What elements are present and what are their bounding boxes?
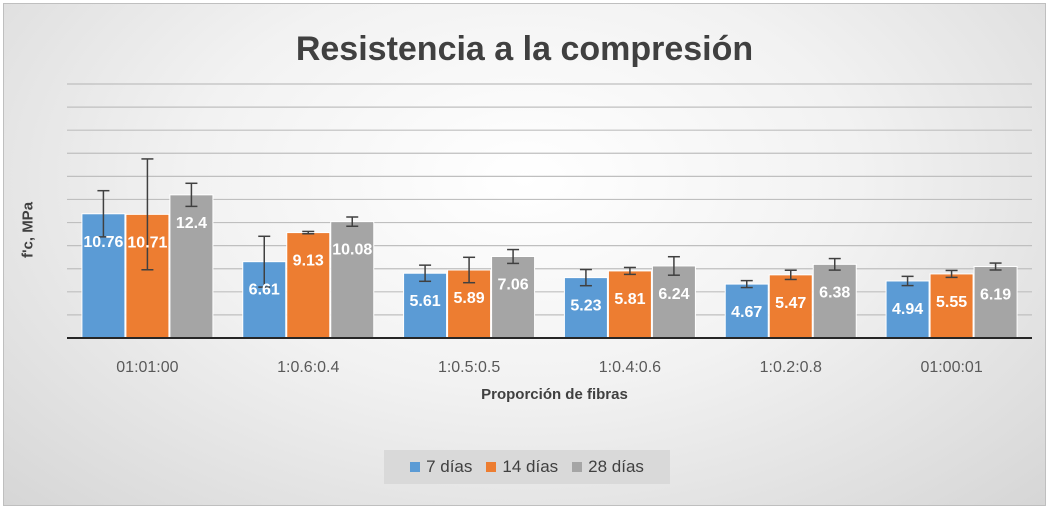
legend-label-7-dias: 7 días <box>426 457 473 476</box>
x-tick-label: 1:0.2:0.8 <box>760 359 822 376</box>
bar-7-d-as-6 <box>885 280 930 339</box>
x-tick-label: 01:01:00 <box>116 359 178 376</box>
x-tick-label: 1:0.6:0.4 <box>277 359 339 376</box>
legend-label-14-dias: 14 días <box>502 457 559 476</box>
data-label-28-d-as-1: 12.4 <box>176 215 207 232</box>
x-tick-label: 1:0.5:0.5 <box>438 359 500 376</box>
data-label-14-d-as-5: 5.47 <box>775 295 806 312</box>
data-label-7-d-as-1: 10.76 <box>83 234 123 251</box>
chart-title: Resistencia a la compresión <box>295 30 754 68</box>
legend-swatch-7-dias <box>410 462 421 472</box>
data-label-28-d-as-3: 7.06 <box>498 276 529 293</box>
bar-7-d-as-3 <box>403 272 448 339</box>
bar-14-d-as-5 <box>768 274 813 339</box>
bar-7-d-as-5 <box>724 283 769 339</box>
bar-14-d-as-6 <box>929 273 974 339</box>
legend-swatch-14-dias <box>486 462 497 472</box>
bar-28-d-as-3 <box>491 255 536 339</box>
legend-item-7-dias: 7 días <box>410 457 472 477</box>
data-label-7-d-as-3: 5.61 <box>410 293 441 310</box>
legend-swatch-28-dias <box>572 462 583 472</box>
bar-28-d-as-6 <box>973 266 1018 339</box>
data-label-7-d-as-5: 4.67 <box>731 304 762 321</box>
x-tick-label: 1:0.4:0.6 <box>599 359 661 376</box>
data-label-14-d-as-1: 10.71 <box>127 234 167 251</box>
data-label-14-d-as-2: 9.13 <box>293 253 324 270</box>
data-label-28-d-as-6: 6.19 <box>980 287 1011 304</box>
data-label-7-d-as-6: 4.94 <box>892 301 923 318</box>
legend-item-14-dias: 14 días <box>486 457 558 477</box>
bar-14-d-as-2 <box>286 232 331 339</box>
x-axis-label: Proporción de fibras <box>481 386 628 403</box>
legend-label-28-dias: 28 días <box>588 457 644 476</box>
data-label-28-d-as-4: 6.24 <box>658 286 689 303</box>
bar-28-d-as-2 <box>330 221 375 339</box>
data-label-14-d-as-4: 5.81 <box>614 291 645 308</box>
data-label-7-d-as-2: 6.61 <box>249 282 280 299</box>
data-label-28-d-as-2: 10.08 <box>332 242 372 259</box>
legend-item-28-dias: 28 días <box>572 457 644 477</box>
data-label-7-d-as-4: 5.23 <box>570 298 601 315</box>
data-label-14-d-as-6: 5.55 <box>936 294 967 311</box>
data-label-28-d-as-5: 6.38 <box>819 284 850 301</box>
legend: 7 días 14 días 28 días <box>384 450 670 484</box>
data-label-14-d-as-3: 5.89 <box>454 290 485 307</box>
x-tick-label: 01:00:01 <box>920 359 982 376</box>
